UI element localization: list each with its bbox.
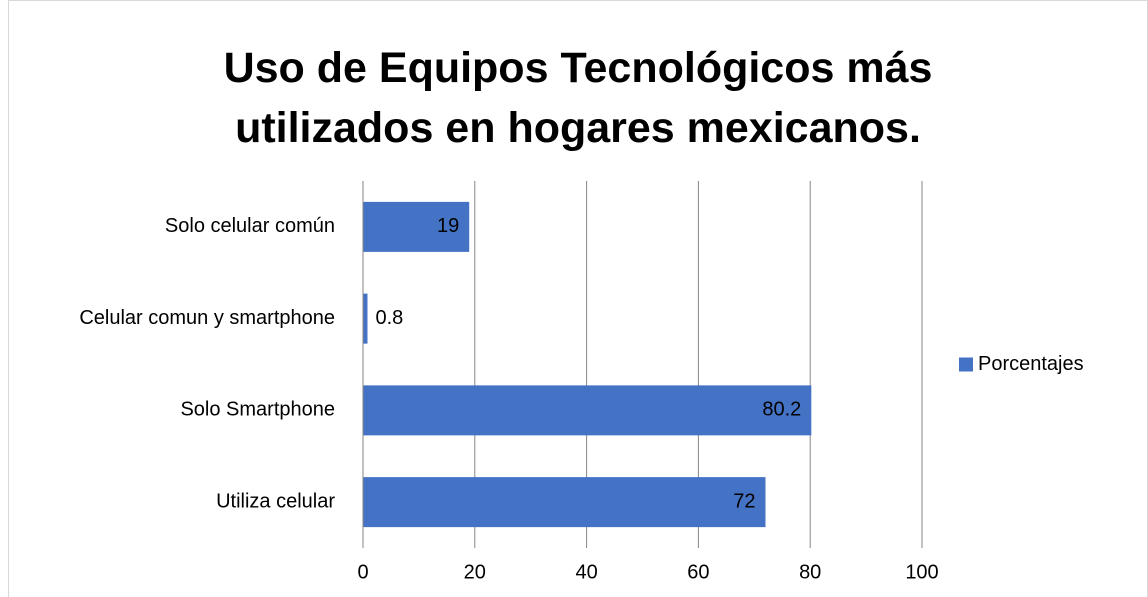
y-tick-label: Utiliza celular [216, 490, 335, 512]
legend-swatch [959, 357, 973, 372]
data-label: 19 [437, 215, 459, 237]
x-tick-label: 80 [799, 561, 821, 583]
x-tick-label: 0 [357, 561, 368, 583]
y-tick-label: Solo celular común [165, 215, 335, 237]
bar [363, 385, 812, 436]
legend-label: Porcentajes [978, 353, 1084, 375]
data-label: 0.8 [375, 307, 403, 329]
data-label: 72 [733, 490, 755, 512]
x-tick-label: 60 [687, 561, 709, 583]
x-tick-label: 100 [905, 561, 938, 583]
x-tick-label: 20 [464, 561, 486, 583]
bar [363, 293, 368, 344]
bar [363, 477, 766, 528]
chart-title: Uso de Equipos Tecnológicos más utilizad… [223, 44, 933, 152]
y-tick-label: Solo Smartphone [180, 399, 335, 421]
x-tick-label: 40 [575, 561, 597, 583]
y-tick-label: Celular comun y smartphone [79, 307, 335, 329]
data-label: 80.2 [762, 399, 801, 421]
bar [363, 201, 470, 252]
